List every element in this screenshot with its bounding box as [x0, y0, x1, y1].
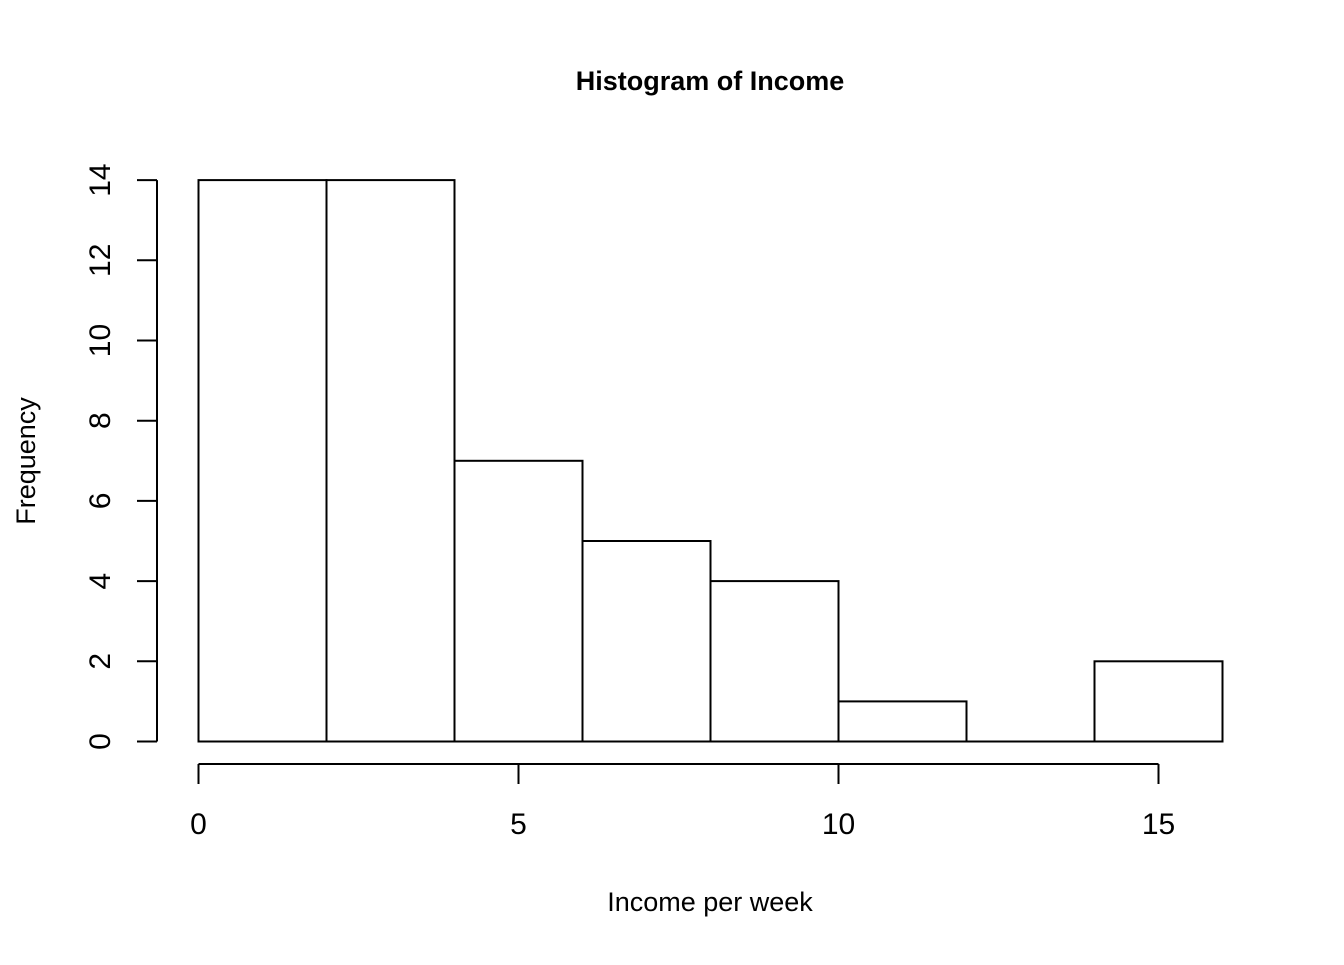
- histogram-bar: [1093, 660, 1224, 743]
- histogram-bar: [197, 179, 328, 743]
- histogram-bar: [325, 179, 456, 743]
- y-tick-label: 2: [84, 653, 117, 670]
- y-tick-label: 0: [84, 733, 117, 750]
- y-tick-label: 10: [84, 324, 117, 357]
- x-tick-label: 10: [822, 808, 855, 841]
- y-tick-label: 4: [84, 573, 117, 590]
- x-tick-label: 0: [190, 808, 207, 841]
- y-axis-label: Frequency: [11, 397, 41, 525]
- y-tick-label: 14: [84, 163, 117, 196]
- x-axis: 0 5 10 15: [190, 763, 1175, 841]
- y-tick-label: 12: [84, 244, 117, 277]
- histogram-bar: [453, 459, 584, 743]
- y-axis: 0 2 4 6 8 10 12 14: [84, 163, 158, 750]
- y-tick-label: 6: [84, 493, 117, 510]
- histogram-bar: [581, 540, 712, 743]
- bars-group: [197, 179, 1224, 743]
- histogram-bar: [709, 580, 840, 743]
- histogram-bar: [837, 700, 968, 743]
- y-tick-label: 8: [84, 412, 117, 429]
- x-tick-label: 15: [1142, 808, 1175, 841]
- x-axis-label: Income per week: [607, 887, 813, 917]
- chart-title: Histogram of Income: [576, 66, 845, 96]
- x-tick-label: 5: [510, 808, 527, 841]
